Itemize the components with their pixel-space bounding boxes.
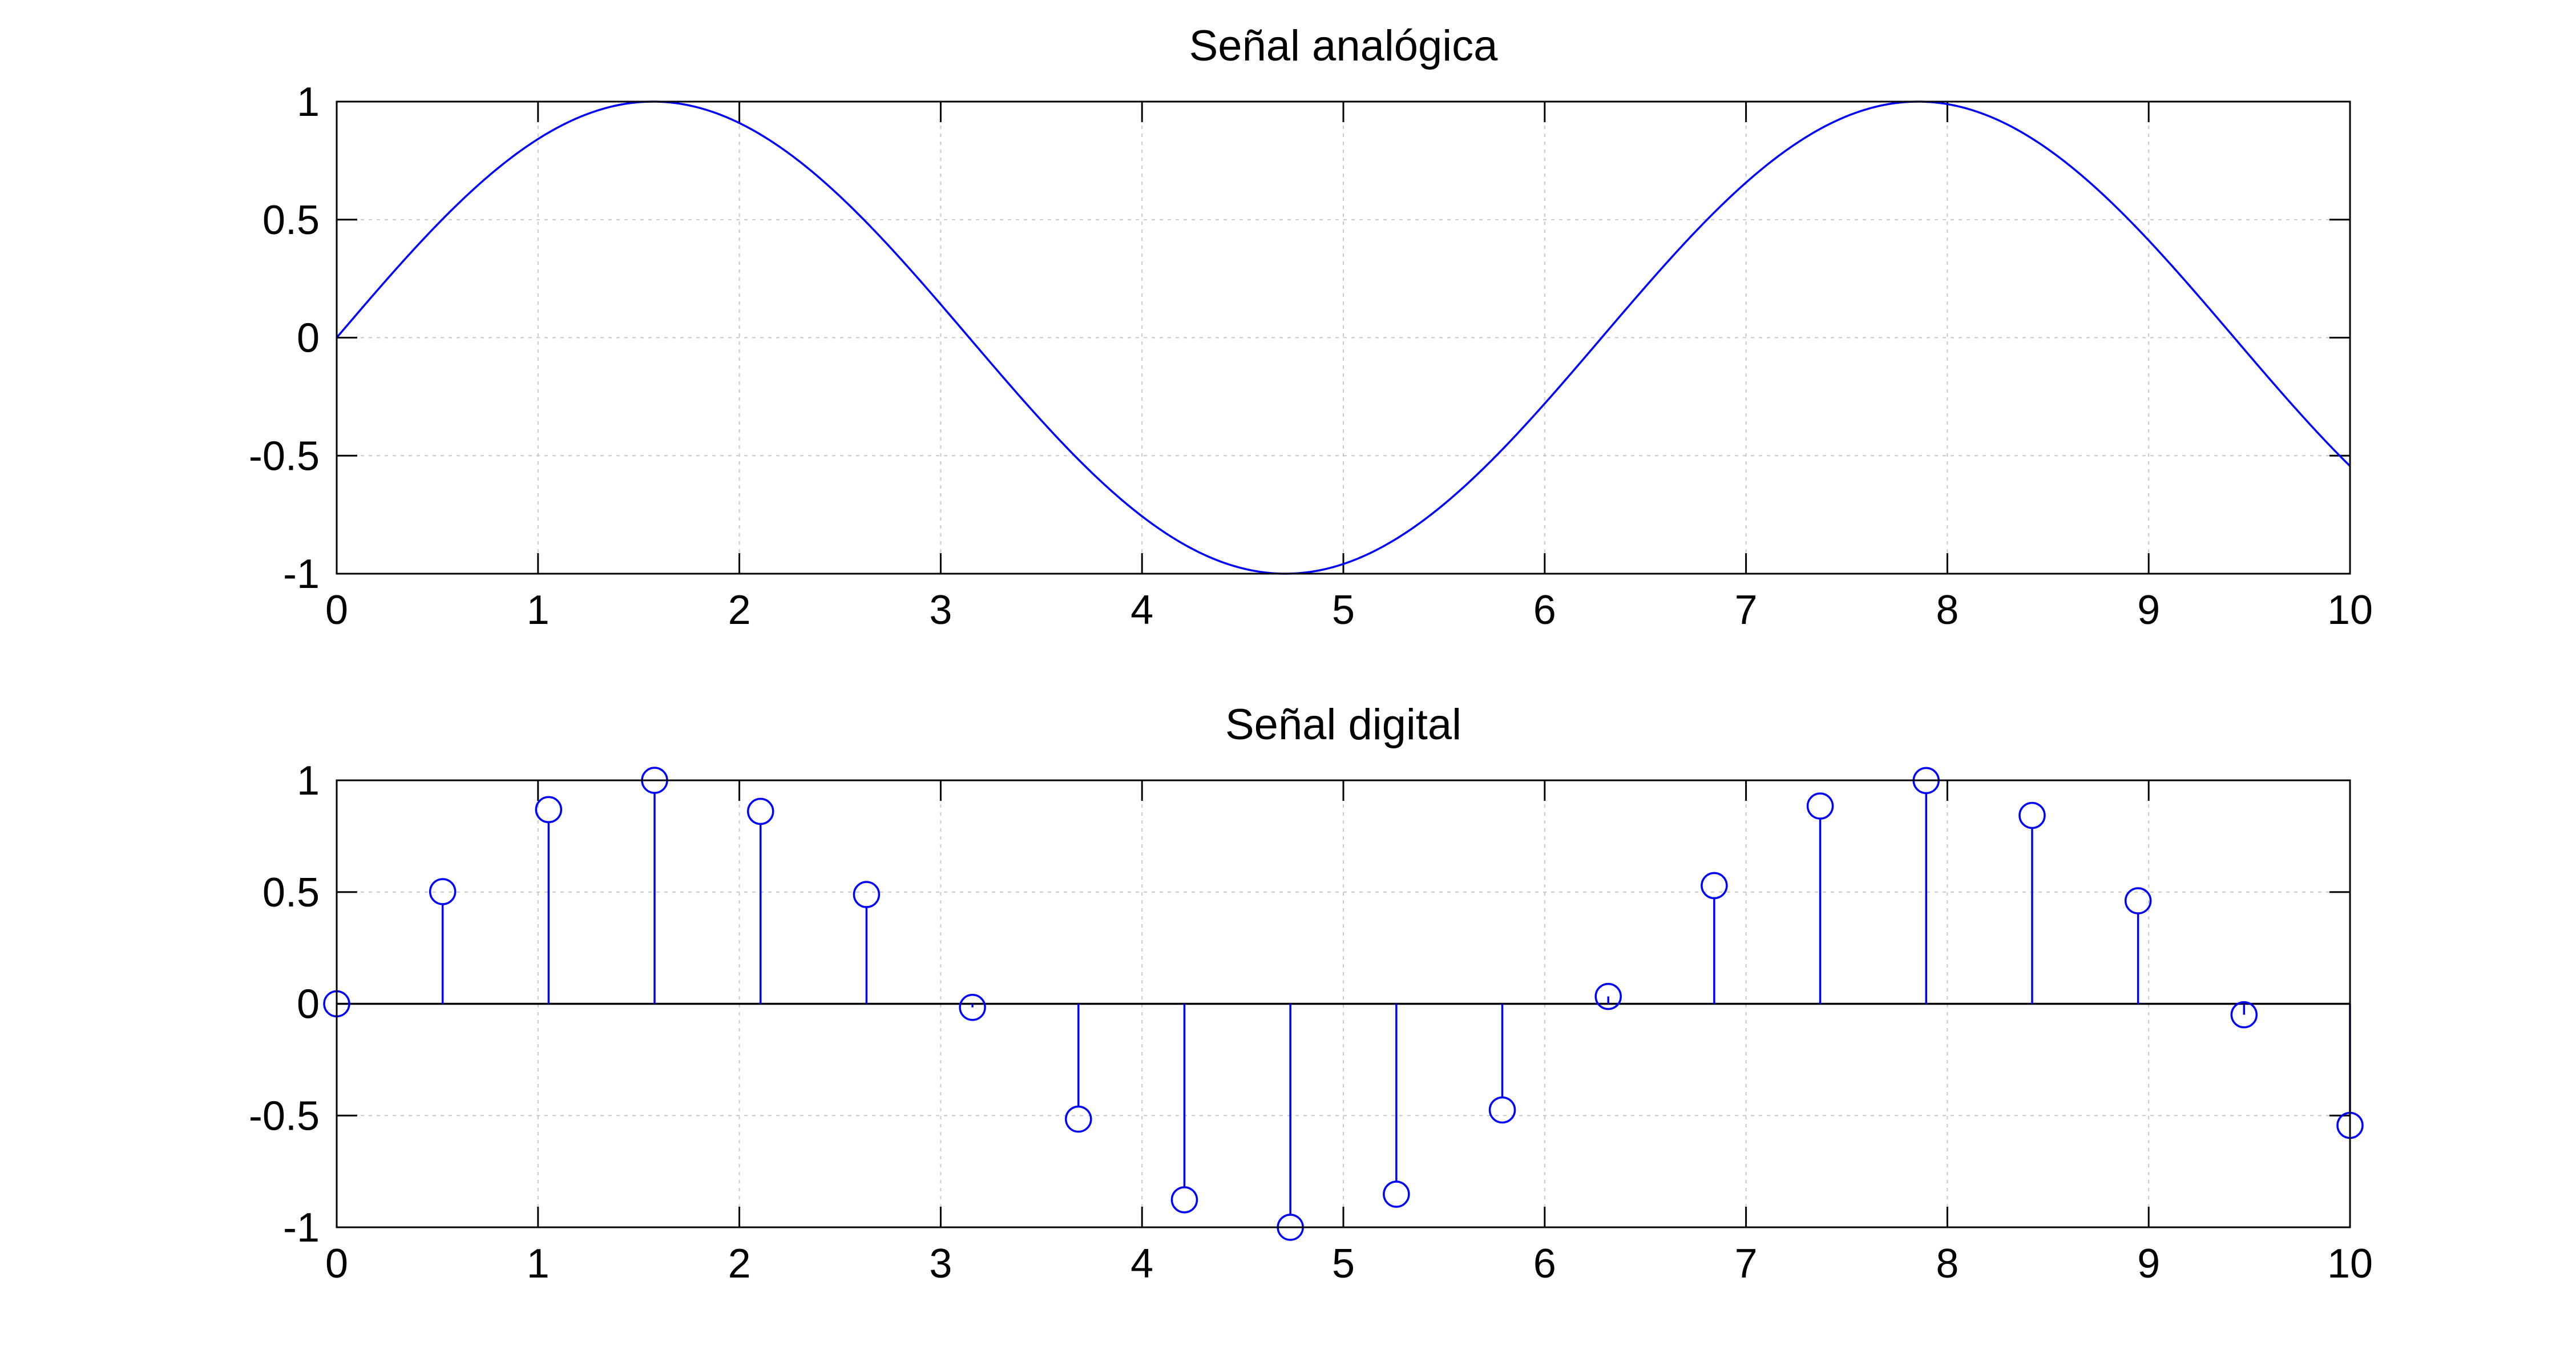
y-tick-label: 1 xyxy=(297,758,320,804)
x-tick-label: 8 xyxy=(1936,587,1959,633)
y-tick-label: 1 xyxy=(297,79,320,125)
stem-marker-11 xyxy=(1488,1096,1516,1124)
x-tick-label: 5 xyxy=(1332,1241,1355,1287)
stem-marker-7 xyxy=(1065,1105,1092,1133)
stem-marker-4 xyxy=(746,797,774,825)
x-tick-label: 9 xyxy=(2137,587,2160,633)
axis-frame-0 xyxy=(336,100,2351,575)
x-tick-label: 7 xyxy=(1735,587,1758,633)
x-tick-label: 4 xyxy=(1130,1241,1153,1287)
stem-marker-18 xyxy=(2230,1001,2258,1029)
x-tick-label: 0 xyxy=(325,1241,348,1287)
stem-marker-5 xyxy=(853,881,881,908)
stem-marker-8 xyxy=(1170,1186,1198,1214)
y-tick-label: -0.5 xyxy=(249,433,320,479)
x-tick-label: 1 xyxy=(527,1241,550,1287)
y-tick-label: -0.5 xyxy=(249,1093,320,1139)
analog-signal-title: Señal analógica xyxy=(1189,22,1499,70)
y-tick-label: -1 xyxy=(283,551,320,597)
analog-signal-line xyxy=(336,100,2351,575)
y-tick-label: 0 xyxy=(297,316,320,361)
x-tick-label: 0 xyxy=(325,587,348,633)
digital-signal-panel: Señal digital 0 1 2 3 4 5 6 7 8 9 10 -1 -0.5 0 0.5 1 xyxy=(249,700,2373,1287)
analog-signal-panel: Señal analógica 0 1 2 3 4 5 6 7 8 9 10 -1 -0.5 0 0.5 1 xyxy=(249,22,2373,633)
x-tick-label: 4 xyxy=(1130,587,1153,633)
digital-signal-title: Señal digital xyxy=(1225,700,1461,749)
x-tick-label: 2 xyxy=(728,1241,751,1287)
stem-marker-17 xyxy=(2124,887,2152,914)
y-tick-label: 0.5 xyxy=(263,870,320,916)
x-tick-label: 3 xyxy=(929,1241,952,1287)
stem-marker-6 xyxy=(959,994,986,1021)
stem-marker-13 xyxy=(1701,872,1728,900)
x-tick-label: 6 xyxy=(1533,587,1556,633)
axis-frame-1 xyxy=(336,779,2351,1228)
x-tick-label: 9 xyxy=(2137,1241,2160,1287)
x-tick-label: 1 xyxy=(527,587,550,633)
y-tick-label: -1 xyxy=(283,1205,320,1251)
y-tick-label: 0 xyxy=(297,982,320,1028)
stem-marker-14 xyxy=(1806,792,1834,820)
stem-marker-12 xyxy=(1594,982,1622,1010)
stem-marker-16 xyxy=(2018,801,2046,829)
x-tick-label: 10 xyxy=(2327,1241,2373,1287)
stem-marker-2 xyxy=(535,796,563,824)
stem-marker-1 xyxy=(429,878,457,905)
x-tick-label: 10 xyxy=(2327,587,2373,633)
x-tick-label: 7 xyxy=(1735,1241,1758,1287)
y-tick-label: 0.5 xyxy=(263,198,320,243)
x-tick-label: 2 xyxy=(728,587,751,633)
stem-marker-10 xyxy=(1383,1180,1410,1208)
x-tick-label: 8 xyxy=(1936,1241,1959,1287)
x-tick-label: 3 xyxy=(929,587,952,633)
x-tick-label: 6 xyxy=(1533,1241,1556,1287)
x-tick-label: 5 xyxy=(1332,587,1355,633)
